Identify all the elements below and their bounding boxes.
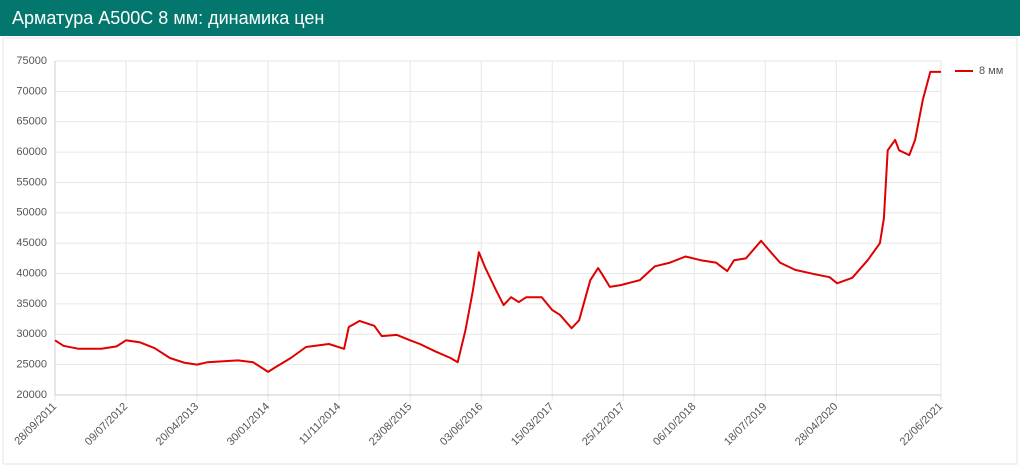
x-tick-label: 23/08/2015	[367, 401, 414, 448]
line-series	[54, 70, 941, 373]
header: Арматура А500С 8 мм: динамика цен	[0, 0, 1020, 36]
y-tick-label: 50000	[16, 207, 47, 219]
y-tick-label: 70000	[16, 85, 47, 97]
y-tick-label: 45000	[16, 237, 47, 249]
x-tick-label: 28/04/2020	[793, 401, 840, 448]
y-tick-label: 30000	[16, 328, 47, 340]
x-tick-label: 18/07/2019	[722, 401, 769, 448]
x-tick-label: 03/06/2016	[438, 401, 485, 448]
x-tick-label: 28/09/2011	[12, 401, 59, 448]
y-tick-label: 25000	[16, 359, 47, 371]
x-tick-label: 30/01/2014	[225, 401, 272, 448]
x-tick-label: 20/04/2013	[154, 401, 201, 448]
chart-frame	[2, 37, 1018, 465]
chart: 20000 25000 30000 35000 40000 45000 50000 55000…	[2, 37, 1018, 465]
x-tick-label: 25/12/2017	[580, 401, 627, 448]
y-tick-label: 65000	[16, 116, 47, 128]
x-tick-label: 06/10/2018	[651, 401, 698, 448]
chart-title: Арматура А500С 8 мм: динамика цен	[12, 8, 325, 28]
x-tick-label: 15/03/2017	[509, 401, 556, 448]
x-tick-label: 09/07/2012	[83, 401, 130, 448]
legend-label: 8 мм	[979, 65, 1003, 77]
y-tick-label: 60000	[16, 146, 47, 158]
y-tick-label: 40000	[16, 267, 47, 279]
y-tick-label: 75000	[16, 55, 47, 67]
y-tick-label: 55000	[16, 176, 47, 188]
y-tick-label: 35000	[16, 298, 47, 310]
x-tick-label: 22/06/2021	[898, 401, 945, 448]
y-tick-label: 20000	[16, 389, 47, 401]
x-tick-label: 11/11/2014	[297, 401, 343, 447]
